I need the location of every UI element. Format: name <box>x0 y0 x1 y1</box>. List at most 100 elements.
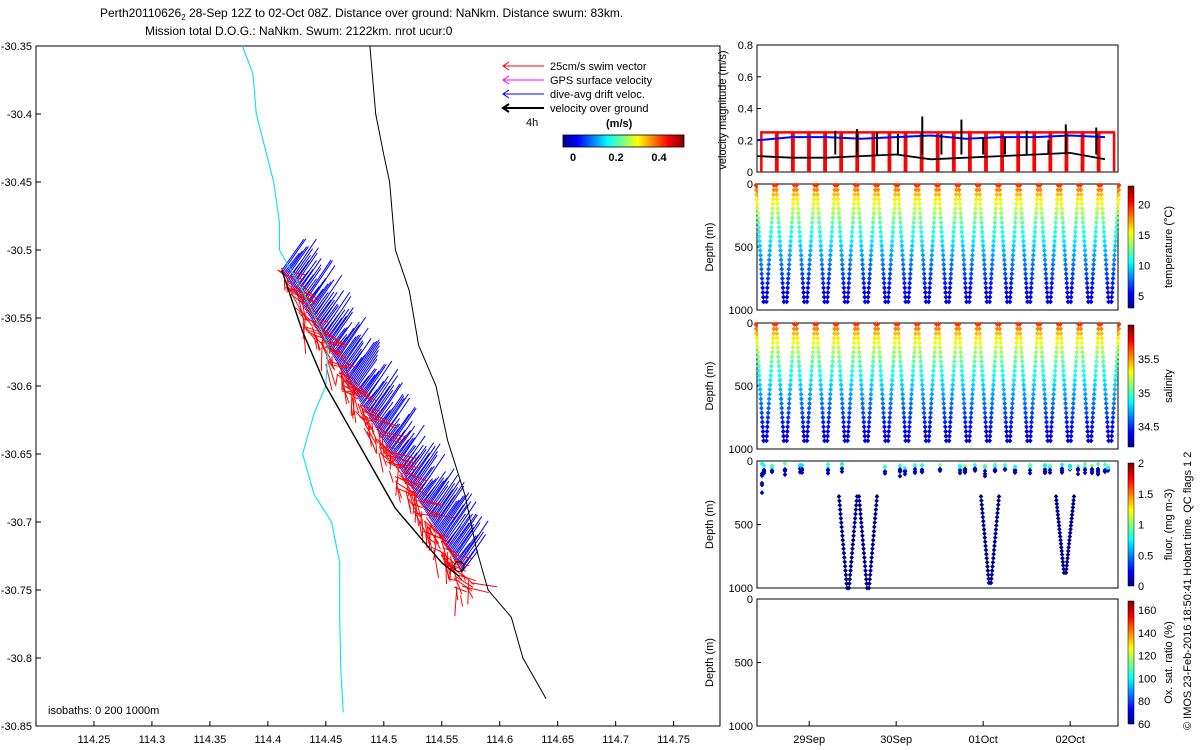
salinity-y-label: Depth (m) <box>704 362 716 411</box>
map-x-tick-label: 114.45 <box>309 734 342 746</box>
fluorescence-point <box>982 463 988 469</box>
salinity-profile-point <box>1099 340 1105 346</box>
swim-vector <box>305 307 314 318</box>
temperature-profile-point <box>1050 261 1056 268</box>
temperature-profile-point <box>1060 219 1066 226</box>
temperature-profile-point <box>798 247 804 254</box>
temperature-profile-point <box>811 196 817 202</box>
salinity-profile-point <box>808 382 814 388</box>
temperature-profile-point <box>983 285 989 291</box>
salinity-profile-point <box>902 424 908 430</box>
temperature-profile-point <box>891 210 897 216</box>
salinity-profile-point <box>829 372 835 379</box>
salinity-profile-point <box>835 330 841 337</box>
temperature-profile-point <box>1116 182 1122 188</box>
salinity-profile-point <box>1057 321 1063 327</box>
swim-vector <box>377 432 403 442</box>
salinity-profile-point <box>962 410 968 416</box>
temperature-profile-point <box>1010 261 1015 268</box>
salinity-profile-point <box>1098 321 1104 327</box>
temperature-profile-point <box>928 266 934 272</box>
oxygen-colorbar-tick-label: 160 <box>1138 605 1156 617</box>
salinity-profile-point <box>862 433 868 439</box>
temperature-profile-point <box>892 201 898 207</box>
drift-vector <box>353 358 378 393</box>
salinity-profile-point <box>918 368 924 374</box>
fluorescence-point <box>1095 471 1101 477</box>
salinity-profile-point <box>766 400 772 407</box>
temperature-profile-point <box>771 191 776 198</box>
temperature-profile-point <box>1080 210 1085 216</box>
temperature-profile-point <box>830 219 835 226</box>
temperature-profile-point <box>845 299 850 305</box>
temperature-profile-point <box>808 233 814 240</box>
salinity-profile-point <box>970 386 976 393</box>
temperature-profile-point <box>974 191 979 198</box>
salinity-profile-point <box>804 433 810 439</box>
temperature-profile-point <box>936 187 942 193</box>
fluorescence-point <box>982 473 988 479</box>
swim-vector <box>413 510 427 535</box>
salinity-profile-point <box>1105 433 1111 439</box>
salinity-profile-point <box>882 438 888 444</box>
salinity-profile-point <box>1008 428 1013 435</box>
salinity-profile-point <box>943 433 949 439</box>
temperature-profile-point <box>825 285 831 291</box>
drift-vector <box>433 494 456 526</box>
temperature-profile-point <box>1083 261 1089 268</box>
temperature-profile-point <box>1081 233 1087 240</box>
salinity-profile-point <box>852 330 858 337</box>
salinity-profile-point <box>859 391 865 397</box>
salinity-profile-point <box>890 368 896 374</box>
temperature-profile-point <box>842 299 848 305</box>
salinity-profile-point <box>1100 358 1106 365</box>
salinity-profile-point <box>958 349 964 355</box>
fluorescence-point <box>857 502 863 508</box>
fluorescence-point <box>1059 548 1065 554</box>
salinity-profile-point <box>1009 405 1015 411</box>
salinity-profile-point <box>796 363 802 369</box>
temperature-profile-point <box>981 247 986 254</box>
temperature-profile-point <box>1104 271 1110 277</box>
fluorescence-y-label: Depth (m) <box>704 500 716 549</box>
salinity-profile-point <box>1071 396 1076 402</box>
salinity-profile-point <box>856 349 862 355</box>
salinity-profile-point <box>1058 326 1064 332</box>
salinity-profile-point <box>958 358 964 365</box>
temperature-profile-point <box>804 294 810 300</box>
salinity-profile-point <box>930 377 936 383</box>
temperature-profile-point <box>1111 257 1117 263</box>
temperature-profile-point <box>928 261 934 268</box>
salinity-profile-point <box>990 391 996 397</box>
temperature-profile-point <box>764 285 770 291</box>
fluorescence-point <box>982 535 988 541</box>
salinity-profile-point <box>848 386 854 393</box>
salinity-profile-point <box>887 419 892 425</box>
temperature-profile-point <box>967 285 973 291</box>
temperature-profile-point <box>1003 275 1008 282</box>
salinity-profile-point <box>1061 382 1067 388</box>
salinity-profile-point <box>901 405 906 411</box>
temperature-profile-point <box>949 252 955 258</box>
fluorescence-point <box>1070 504 1076 510</box>
temperature-profile-point <box>990 243 996 249</box>
temperature-profile-point <box>869 243 874 249</box>
temperature-profile-point <box>951 224 957 230</box>
salinity-profile-point <box>871 344 877 351</box>
salinity-profile-point <box>967 428 973 435</box>
map-y-tick-label: -30.35 <box>1 41 32 53</box>
drift-vector <box>281 239 305 271</box>
temperature-profile-point <box>890 233 895 240</box>
salinity-profile-point <box>1017 326 1023 332</box>
fluorescence-point <box>761 468 767 474</box>
temperature-profile-point <box>1004 299 1010 305</box>
salinity-profile-point <box>827 396 833 402</box>
salinity-profile-point <box>837 368 843 374</box>
drift-vector <box>415 453 446 497</box>
temperature-profile-point <box>1060 215 1065 221</box>
map-y-tick-label: -30.5 <box>7 245 32 257</box>
temperature-profile-point <box>1075 191 1081 198</box>
salinity-profile-point <box>1034 340 1040 346</box>
salinity-profile-point <box>797 377 803 383</box>
temperature-profile-point <box>774 191 780 198</box>
